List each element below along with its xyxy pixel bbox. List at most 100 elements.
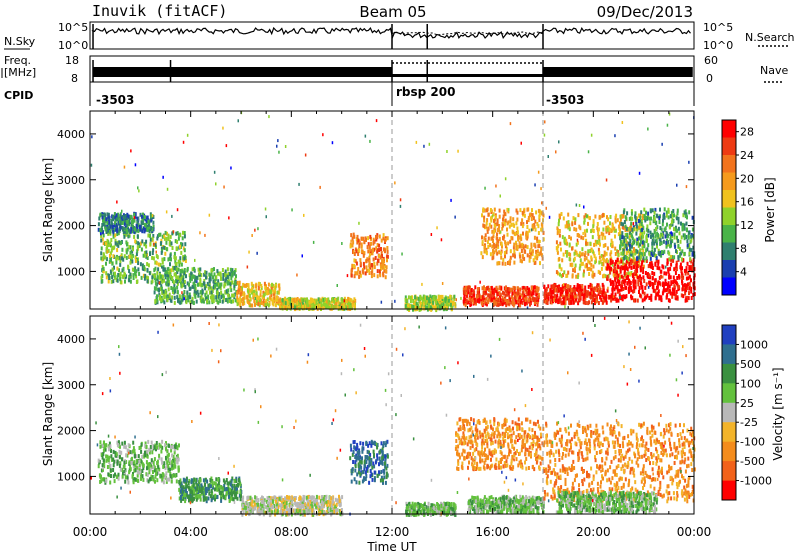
scatter-cell [252,295,255,300]
scatter-cell [189,486,192,491]
scatter-cell [137,229,140,234]
scatter-cell [298,302,301,307]
scatter-cell [645,215,648,220]
scatter-cell [644,215,646,220]
scatter-cell [135,252,138,256]
scatter-cell [170,286,173,290]
scatter-cell [351,236,354,241]
scatter-cell [209,290,211,295]
scatter-cell [453,294,456,299]
scatter-cell [556,231,559,236]
scatter-cell [533,261,536,265]
scatter-cell [494,228,497,233]
scatter-cell [171,473,174,478]
scatter-cell [552,283,555,288]
scatter-cell [488,222,491,227]
scatter-cell [666,123,669,127]
scatter-cell [477,290,479,295]
scatter-cell [176,231,179,236]
scatter-cell [117,256,120,261]
scatter-cell [534,297,537,302]
scatter-cell [232,299,234,304]
scatter-cell [496,222,499,227]
scatter-cell [377,258,380,263]
scatter-cell [625,246,628,251]
scatter-cell [586,214,588,218]
scatter-cell [439,294,442,299]
scatter-cell [601,236,604,241]
scatter-cell [521,210,524,215]
scatter-cell [496,261,499,266]
scatter-cell [182,230,184,235]
scatter-cell [170,241,173,246]
scatter-cell [108,229,111,234]
scatter-cell [417,296,420,301]
scatter-cell [215,295,218,300]
colorbar-tick-label: 8 [740,242,747,255]
y-tick-label: 3000 [57,174,85,187]
scatter-cell [368,263,371,268]
scatter-cell [668,284,671,289]
scatter-cell [276,295,278,300]
scatter-cell [183,279,186,284]
scatter-cell [228,299,231,303]
scatter-cell [484,288,486,291]
colorbar-tick-label: 24 [740,149,754,162]
scatter-cell [265,215,267,219]
scatter-cell [179,272,182,277]
scatter-cell [107,279,110,284]
scatter-cell [502,217,504,222]
scatter-cell [608,265,611,270]
scatter-cell [231,273,234,278]
scatter-cell [574,292,577,296]
scatter-cell [247,298,250,303]
scatter-cell [555,297,557,302]
scatter-cell [163,245,166,250]
scatter-cell [617,298,620,303]
scatter-cell [629,239,632,244]
scatter-cell [143,267,146,272]
scatter-cell [651,239,654,243]
scatter-cell [217,279,220,284]
scatter-cell [567,270,570,275]
scatter-cell [637,243,640,248]
scatter-cell [188,282,190,287]
scatter-cell [575,242,578,247]
scatter-cell [606,288,609,293]
scatter-cell [119,277,122,282]
scatter-cell [328,305,331,310]
scatter-cell [547,155,549,158]
scatter-cell [222,276,225,281]
scatter-cell [509,239,512,244]
scatter-cell [126,475,129,480]
scatter-cell [683,223,686,228]
scatter-cell [112,463,115,468]
scatter-cell [521,300,524,305]
scatter-cell [501,244,503,249]
scatter-cell [146,449,149,454]
scatter-cell [384,275,387,280]
scatter-cell [692,292,695,297]
scatter-cell [359,273,362,278]
scatter-cell [620,235,623,240]
scatter-cell [331,141,334,145]
scatter-cell [419,304,422,308]
scatter-cell [319,185,321,189]
scatter-cell [105,478,108,483]
scatter-cell [630,249,633,254]
scatter-cell [151,255,154,260]
scatter-cell [242,291,245,296]
scatter-cell [173,283,176,288]
scatter-cell [591,249,594,254]
scatter-cell [627,257,630,261]
scatter-cell [487,226,490,231]
scatter-cell [534,219,537,224]
scatter-cell [200,273,203,277]
scatter-cell [165,464,168,469]
scatter-cell [381,254,383,259]
scatter-cell [607,263,609,268]
scatter-cell [363,240,366,245]
scatter-cell [362,261,365,266]
scatter-cell [582,297,585,301]
power-ylabel: Slant Range [km] [41,158,55,262]
